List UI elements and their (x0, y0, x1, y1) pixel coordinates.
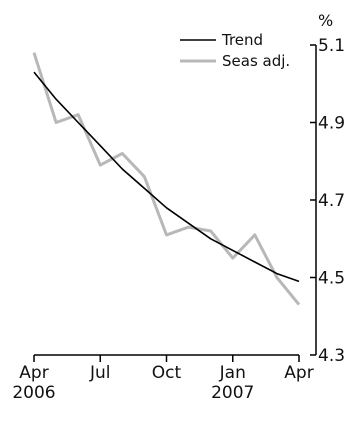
x-tick-label: Apr (19, 363, 48, 383)
y-tick-label: 5.1 (318, 36, 345, 56)
legend-label-trend: Trend (221, 31, 263, 49)
legend-label-seas-adj: Seas adj. (222, 52, 290, 70)
x-tick-label: Jan (219, 363, 246, 383)
x-tick-label: Jul (89, 363, 111, 383)
y-tick-label: 4.7 (318, 191, 345, 211)
x-tick-year-label: 2007 (211, 383, 254, 403)
y-axis-ticks: 4.3 4.5 4.7 4.9 5.1 (310, 36, 345, 366)
y-axis-unit-label: % (318, 11, 333, 30)
x-tick-label: Apr (284, 363, 313, 383)
y-tick-label: 4.3 (318, 346, 345, 366)
x-tick-label: Oct (152, 363, 182, 383)
y-tick-label: 4.5 (318, 269, 345, 289)
legend: Trend Seas adj. (180, 31, 290, 70)
series-line-trend (33, 71, 300, 283)
series-lines (32, 52, 301, 306)
y-tick-label: 4.9 (318, 114, 345, 134)
x-tick-year-label: 2006 (12, 383, 55, 403)
series-line-seas-adj (32, 52, 301, 306)
